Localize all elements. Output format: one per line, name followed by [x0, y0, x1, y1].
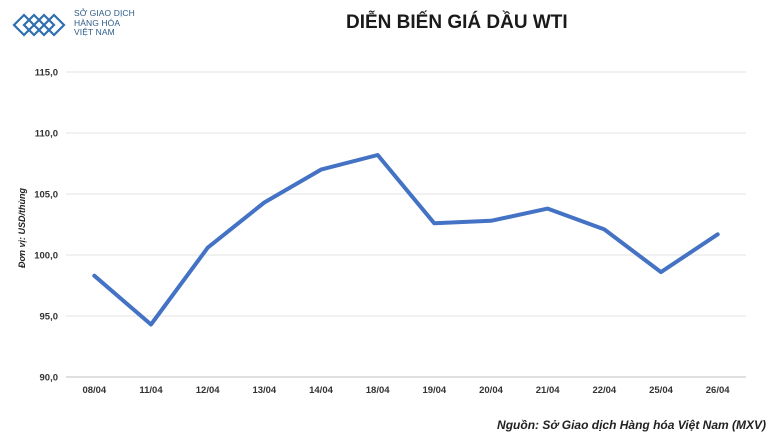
y-tick-label: 110,0: [35, 129, 58, 140]
x-tick-label: 25/04: [649, 385, 673, 396]
x-tick-label: 19/04: [422, 385, 446, 396]
x-tick-label: 20/04: [479, 385, 503, 396]
x-tick-label: 08/04: [82, 385, 106, 396]
source-note: Nguồn: Sở Giao dịch Hàng hóa Việt Nam (M…: [497, 418, 766, 432]
series-line: [92, 153, 720, 327]
logo-line: SỞ GIAO DỊCH: [74, 8, 135, 18]
y-tick-label: 90,0: [40, 373, 59, 384]
x-tick-label: 14/04: [309, 385, 333, 396]
chart-title: DIỄN BIẾN GIÁ DẦU WTI: [346, 12, 568, 33]
y-tick-label: 100,0: [34, 251, 58, 262]
y-tick-label: 105,0: [34, 190, 58, 201]
x-tick-label: 26/04: [706, 385, 730, 396]
x-tick-label: 21/04: [536, 385, 560, 396]
logo-line: HÀNG HÓA: [74, 17, 121, 28]
logo-line: VIỆT NAM: [74, 27, 115, 37]
y-tick-label: 115,0: [35, 68, 58, 79]
x-tick-label: 22/04: [592, 385, 616, 396]
x-tick-label: 12/04: [196, 385, 220, 396]
x-tick-label: 13/04: [252, 385, 276, 396]
y-tick-label: 95,0: [40, 312, 59, 323]
x-tick-label: 11/04: [139, 385, 163, 396]
x-tick-label: 18/04: [366, 385, 390, 396]
logo-text: SỞ GIAO DỊCH HÀNG HÓA VIỆT NAM: [74, 8, 135, 38]
logo-icon: [12, 13, 66, 37]
